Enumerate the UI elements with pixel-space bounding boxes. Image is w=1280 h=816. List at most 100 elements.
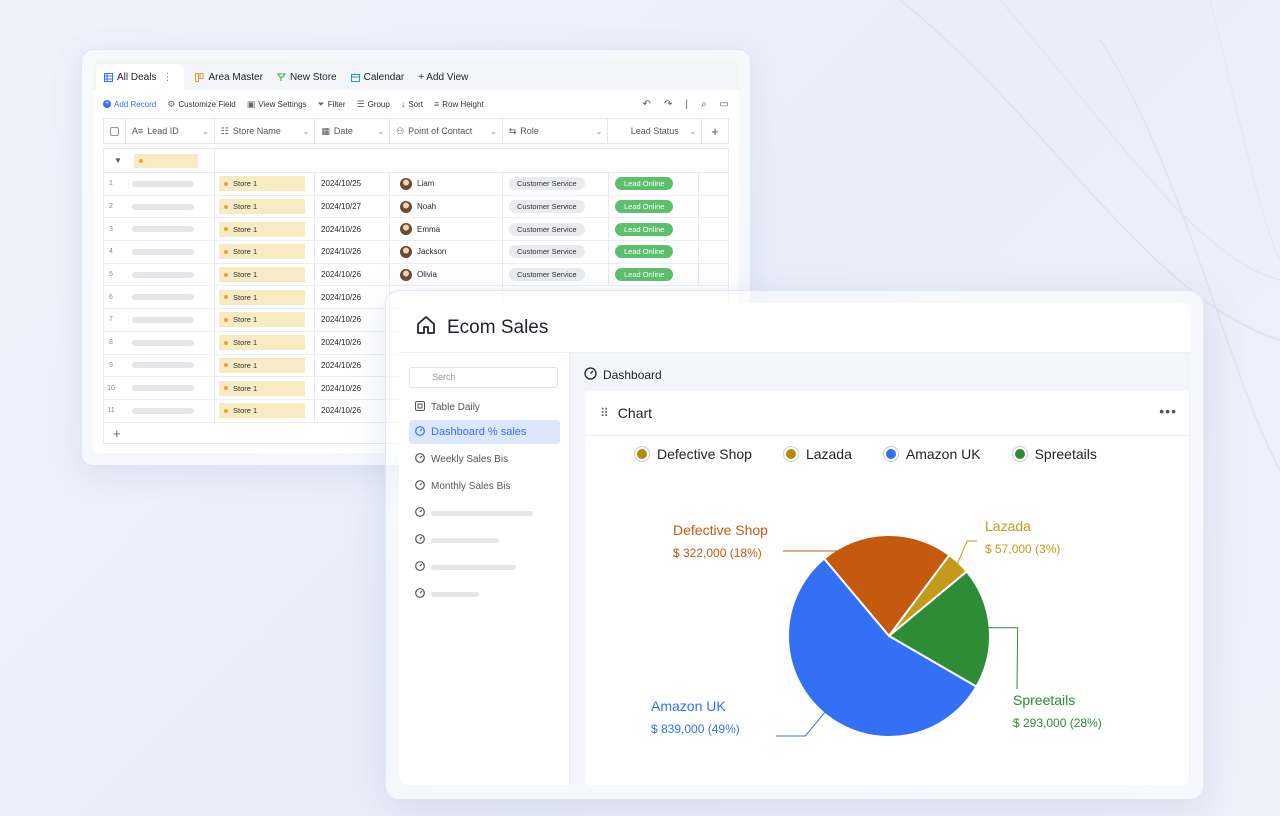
lead-id-cell[interactable] [118,362,214,369]
add-view-button[interactable]: + Add View [411,64,475,90]
date-cell[interactable]: 2024/10/26 [315,286,390,309]
group-header[interactable]: ▼ [104,149,728,173]
add-row-button[interactable]: + [113,426,121,441]
select-all-checkbox[interactable] [104,119,126,143]
sort-button[interactable]: ↓ Sort [401,99,423,109]
redo-icon[interactable]: ↷ [663,98,673,110]
lead-id-cell[interactable] [118,316,214,323]
table-row[interactable]: 5 Store 1 2024/10/26 Olivia Customer Service… [104,263,728,287]
status-cell[interactable]: Lead Online [609,173,699,195]
lead-id-cell[interactable] [118,271,214,278]
home-icon[interactable] [415,314,437,341]
date-cell[interactable]: 2024/10/26 [315,218,390,241]
lead-id-cell[interactable] [118,180,214,187]
filter-icon: ⏷ [317,98,325,109]
drag-handle-icon[interactable]: ⠿ [600,406,609,420]
date-cell[interactable]: 2024/10/25 [315,173,390,195]
store-name-cell[interactable]: Store 1 [214,173,315,195]
sidebar-item-table-daily[interactable]: Table Daily [409,395,560,419]
pie-slice-defective-shop[interactable] [822,534,951,638]
legend-item[interactable]: Defective Shop [635,446,752,462]
tab-calendar[interactable]: Calendar [344,64,412,90]
contact-cell[interactable]: Liam [390,173,503,195]
tab-area-master[interactable]: Area Master [188,64,269,90]
column-store-name[interactable]: ☷ Store Name ⌄ [215,119,316,143]
date-cell[interactable]: 2024/10/26 [315,354,390,377]
table-row[interactable]: 1 Store 1 2024/10/25 Liam Customer Service Le… [104,173,728,196]
table-row[interactable]: 3 Store 1 2024/10/26 Emma Customer Service Le… [104,218,728,242]
sidebar-item-dashboard-sales[interactable]: Dashboard % sales [409,420,560,444]
contact-cell[interactable]: Olivia [390,263,503,286]
store-name-cell[interactable]: Store 1 [214,241,315,263]
contact-cell[interactable]: Emma [390,218,503,241]
contact-cell[interactable]: Jackson [390,241,503,263]
role-cell[interactable]: Customer Service [503,173,609,195]
store-name-cell[interactable]: Store 1 [214,263,315,286]
role-cell[interactable]: Customer Service [503,241,609,263]
lead-id-cell[interactable] [118,203,214,210]
lead-id-cell[interactable] [118,248,214,255]
status-cell[interactable]: Lead Online [609,241,699,263]
sidebar-item-placeholder[interactable] [409,501,560,525]
sidebar-item-placeholder[interactable] [409,582,560,606]
legend-item[interactable]: Amazon UK [883,446,981,462]
tab-new-store[interactable]: New Store [270,64,344,90]
status-cell[interactable]: Lead Online [609,218,699,241]
lead-id-cell[interactable] [118,226,214,233]
view-settings-button[interactable]: ▣ View Settings [247,99,307,110]
legend-item[interactable]: Spreetails [1012,446,1097,462]
role-cell[interactable]: Customer Service [503,263,609,286]
customize-field-button[interactable]: ⚙ Customize Field [167,99,235,110]
date-cell[interactable]: 2024/10/27 [315,195,390,218]
sidebar-item-monthly-sales[interactable]: Monthly Sales Bis [409,474,560,498]
column-lead-id[interactable]: A≡ Lead ID ⌄ [126,119,215,143]
search-records-icon[interactable]: ⌕ [700,98,707,110]
status-cell[interactable]: Lead Online [609,195,699,218]
date-cell[interactable]: 2024/10/26 [315,241,390,263]
group-button[interactable]: ☰ Group [357,99,390,110]
comment-icon[interactable]: ▭ [719,98,729,110]
column-point-of-contact[interactable]: ⚇ Point of Contact ⌄ [390,119,503,143]
caret-down-icon[interactable]: ▼ [114,156,122,165]
sidebar-item-weekly-sales[interactable]: Weekly Sales Bis [409,447,560,471]
status-cell[interactable]: Lead Online [609,263,699,286]
store-name-cell[interactable]: Store 1 [214,399,315,422]
lead-id-cell[interactable] [118,294,214,301]
role-cell[interactable]: Customer Service [503,195,609,218]
filter-button[interactable]: ⏷ Filter [318,99,346,110]
lead-id-cell[interactable] [118,339,214,346]
store-name-cell[interactable]: Store 1 [214,377,315,399]
lead-id-cell[interactable] [118,385,214,392]
sidebar-item-placeholder[interactable] [409,555,560,579]
tab-all-deals[interactable]: All Deals ⋮ [96,64,185,90]
undo-icon[interactable]: ↶ [642,98,651,110]
table-row[interactable]: 4 Store 1 2024/10/26 Jackson Customer Servic… [104,241,728,264]
add-record-button[interactable]: + Add Record [103,100,156,109]
sidebar-item-placeholder[interactable] [409,528,560,552]
column-lead-status[interactable]: Lead Status ⌄ [608,119,703,143]
legend-item[interactable]: Lazada [783,446,852,462]
store-name-cell[interactable]: Store 1 [214,286,315,309]
store-name-cell[interactable]: Store 1 [214,331,315,354]
group-icon: ☰ [356,98,365,109]
store-name-cell[interactable]: Store 1 [214,195,315,218]
search-input[interactable]: Serch [409,367,558,388]
date-cell[interactable]: 2024/10/26 [315,331,390,354]
table-row[interactable]: 2 Store 1 2024/10/27 Noah Customer Service Le… [104,195,728,219]
store-name-cell[interactable]: Store 1 [214,218,315,241]
more-vertical-icon[interactable]: ⋮ [162,71,173,83]
more-options-icon[interactable]: ••• [1159,403,1177,419]
lead-id-cell[interactable] [118,407,214,414]
contact-cell[interactable]: Noah [390,195,503,218]
column-date[interactable]: ▦ Date ⌄ [315,119,391,143]
column-role[interactable]: ⇆ Role ⌄ [503,119,609,143]
date-cell[interactable]: 2024/10/26 [315,377,390,399]
row-height-button[interactable]: ≡ Row Height [434,99,484,109]
date-cell[interactable]: 2024/10/26 [315,399,390,422]
date-cell[interactable]: 2024/10/26 [315,309,390,331]
role-cell[interactable]: Customer Service [503,218,609,241]
add-column-button[interactable]: + [711,123,719,139]
store-name-cell[interactable]: Store 1 [214,309,315,331]
store-name-cell[interactable]: Store 1 [214,354,315,377]
date-cell[interactable]: 2024/10/26 [315,263,390,286]
